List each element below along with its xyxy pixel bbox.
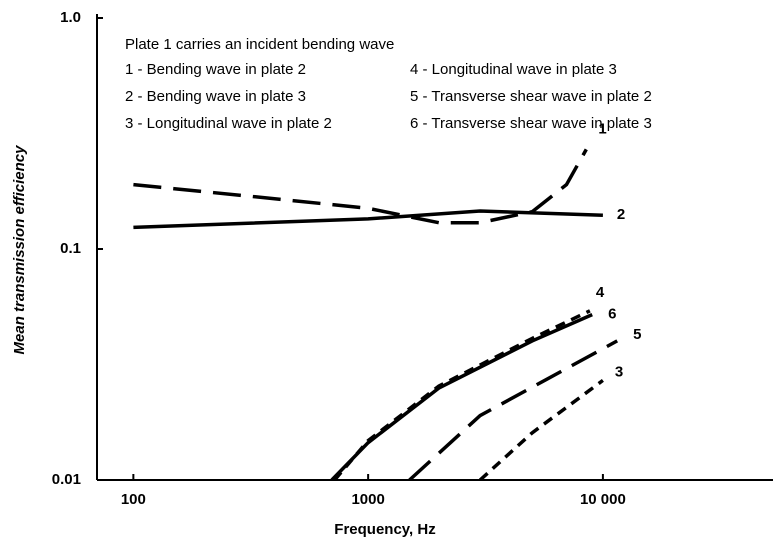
series-line <box>478 378 604 480</box>
series-line <box>408 339 619 480</box>
series-line <box>133 209 603 230</box>
series-label: 2 <box>617 206 625 223</box>
series-line <box>330 312 593 480</box>
annotation: 6 - Transverse shear wave in plate 3 <box>410 115 652 132</box>
x-tick-label: 100 <box>121 491 146 508</box>
annotation: 4 - Longitudinal wave in plate 3 <box>410 61 617 78</box>
y-tick-label: 0.01 <box>52 471 81 488</box>
series-label: 5 <box>633 326 641 343</box>
series-label: 1 <box>598 120 606 137</box>
x-tick-label: 10 000 <box>580 491 626 508</box>
annotation: 5 - Transverse shear wave in plate 2 <box>410 88 652 105</box>
annotation: 2 - Bending wave in plate 3 <box>125 88 306 105</box>
series-label: 4 <box>596 284 605 301</box>
x-tick-label: 1000 <box>351 491 384 508</box>
y-tick-label: 0.1 <box>60 240 81 257</box>
annotation: 1 - Bending wave in plate 2 <box>125 61 306 78</box>
series-label: 6 <box>608 306 616 323</box>
annotation: 3 - Longitudinal wave in plate 2 <box>125 115 332 132</box>
x-axis-label: Frequency, Hz <box>334 521 435 538</box>
y-tick-label: 1.0 <box>60 9 81 26</box>
annotation: Plate 1 carries an incident bending wave <box>125 36 394 53</box>
y-axis-label: Mean transmission efficiency <box>11 145 28 355</box>
plot-area <box>133 148 619 480</box>
series-line <box>133 148 588 225</box>
series-label: 3 <box>615 363 623 380</box>
series-line <box>333 309 591 480</box>
